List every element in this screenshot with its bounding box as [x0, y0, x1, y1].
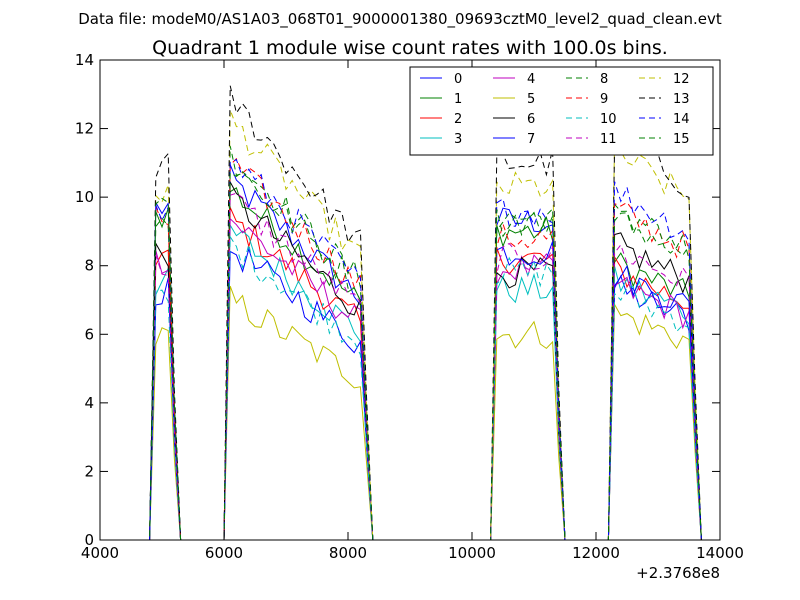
- series-line-11: [149, 192, 702, 541]
- x-tick-label: 14000: [696, 544, 744, 562]
- series-line-10: [149, 235, 702, 541]
- y-tick-label: 10: [75, 188, 94, 206]
- y-tick-label: 6: [84, 325, 94, 343]
- series-line-9: [149, 157, 702, 541]
- legend-label-13: 13: [673, 92, 690, 107]
- series-line-4: [149, 217, 702, 541]
- x-tick-label: 8000: [329, 544, 367, 562]
- series-line-15: [149, 171, 702, 541]
- series-line-8: [149, 145, 702, 541]
- x-tick-label: 12000: [572, 544, 620, 562]
- y-tick-label: 4: [84, 394, 94, 412]
- legend-label-6: 6: [527, 112, 535, 127]
- series-line-7: [149, 241, 702, 541]
- y-tick-label: 14: [75, 51, 94, 69]
- series-line-2: [149, 207, 702, 541]
- legend-label-0: 0: [454, 72, 462, 87]
- series-line-5: [149, 285, 702, 541]
- legend-label-5: 5: [527, 92, 535, 107]
- legend-box: [409, 66, 714, 156]
- y-tick-label: 2: [84, 462, 94, 480]
- y-tick-label: 8: [84, 257, 94, 275]
- series-line-14: [149, 158, 702, 541]
- chart-title: Quadrant 1 module wise count rates with …: [152, 37, 668, 59]
- legend-label-1: 1: [454, 92, 462, 107]
- legend-label-2: 2: [454, 112, 462, 127]
- legend-label-11: 11: [600, 132, 617, 147]
- legend-label-7: 7: [527, 132, 535, 147]
- x-tick-label: 4000: [81, 544, 119, 562]
- legend-label-10: 10: [600, 112, 617, 127]
- legend-label-3: 3: [454, 132, 462, 147]
- series-line-12: [149, 109, 702, 541]
- series-line-6: [149, 180, 702, 541]
- legend-label-14: 14: [673, 112, 690, 127]
- legend-label-15: 15: [673, 132, 690, 147]
- series-line-3: [149, 223, 702, 541]
- datafile-label: Data file: modeM0/AS1A03_068T01_90000013…: [78, 10, 722, 29]
- y-tick-label: 12: [75, 120, 94, 138]
- y-tick-label: 0: [84, 531, 94, 549]
- legend-label-4: 4: [527, 72, 535, 87]
- x-tick-label: 10000: [448, 544, 496, 562]
- x-tick-label: 6000: [205, 544, 243, 562]
- legend-label-8: 8: [600, 72, 608, 87]
- x-offset-label: +2.3768e8: [636, 564, 720, 582]
- plot-frame: [99, 59, 721, 541]
- legend-label-9: 9: [600, 92, 608, 107]
- legend-label-12: 12: [673, 72, 690, 87]
